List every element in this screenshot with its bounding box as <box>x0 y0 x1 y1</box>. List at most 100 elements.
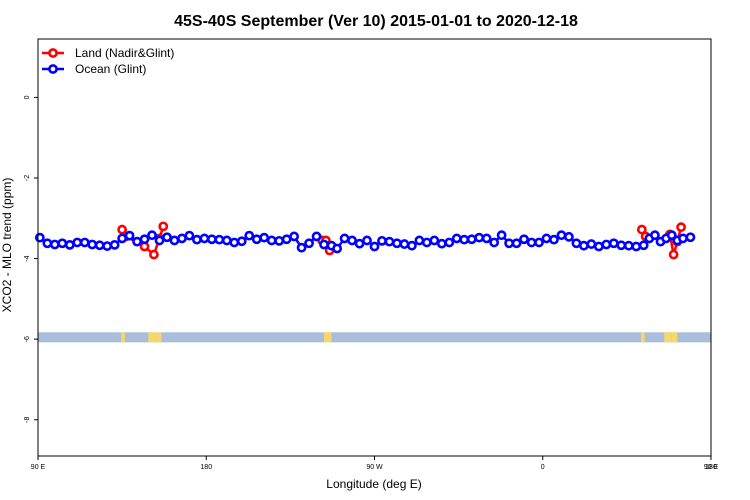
land-point-0-3 <box>149 249 159 260</box>
y-tick-label-2: -4 <box>24 255 31 261</box>
y-tick-label-0: 0 <box>24 95 31 99</box>
ocean-point-17 <box>162 232 172 243</box>
legend-label-0: Land (Nadir&Glint) <box>75 46 174 60</box>
ocean-point-58 <box>466 234 477 245</box>
land-point-2-0 <box>636 224 647 235</box>
x-tick-label-2: 90 W <box>366 464 383 471</box>
ocean-point-36 <box>304 238 314 249</box>
ocean-point-74 <box>586 239 597 249</box>
ocean-point-4 <box>64 239 75 250</box>
ocean-point-59 <box>474 232 485 243</box>
land-point-3-1 <box>668 249 679 260</box>
chart-title: 45S-40S September (Ver 10) 2015-01-01 to… <box>174 13 578 30</box>
ocean-point-47 <box>384 236 395 247</box>
ocean-point-40 <box>332 243 343 254</box>
ocean-point-16 <box>154 235 165 246</box>
land-span-2 <box>155 332 162 343</box>
y-tick-label-1: -2 <box>24 175 31 181</box>
ocean-point-34 <box>289 231 300 242</box>
land-span-3 <box>324 332 332 343</box>
ocean-point-2 <box>49 239 60 250</box>
ocean-point-51 <box>414 235 425 246</box>
ocean-point-27 <box>236 236 247 247</box>
ocean-point-37 <box>311 231 322 242</box>
ocean-point-64 <box>511 238 522 249</box>
ocean-point-65 <box>519 234 529 245</box>
y-tick-label-3: -6 <box>24 336 31 342</box>
ocean-point-11 <box>117 233 128 244</box>
ocean-point-78 <box>616 240 627 251</box>
ocean-point-33 <box>281 234 292 245</box>
ocean-point-49 <box>399 239 410 249</box>
ocean-point-12 <box>124 230 135 241</box>
ocean-point-53 <box>429 235 440 246</box>
ocean-point-79 <box>623 240 634 251</box>
ocean-point-15 <box>147 230 157 241</box>
ocean-point-63 <box>504 238 514 249</box>
ocean-point-6 <box>79 237 90 248</box>
ocean-point-72 <box>571 238 582 249</box>
ocean-point-69 <box>549 234 559 245</box>
ocean-point-56 <box>451 233 462 244</box>
ocean-point-35 <box>296 242 307 253</box>
y-axis-label: XCO2 - MLO trend (ppm) <box>0 178 14 313</box>
ocean-point-66 <box>526 237 537 248</box>
land-line-3 <box>668 226 683 255</box>
ocean-point-3 <box>57 238 68 249</box>
ocean-point-86 <box>666 230 677 241</box>
land-point-0-0 <box>117 224 128 235</box>
ocean-point-50 <box>406 240 417 251</box>
land-span-0 <box>121 332 125 343</box>
ocean-point-9 <box>102 241 113 251</box>
ocean-point-71 <box>564 231 574 242</box>
plot-area <box>34 38 712 457</box>
ocean-point-26 <box>229 237 240 248</box>
x-tick-label-1: 180 <box>200 464 212 471</box>
land-span-5 <box>664 332 672 343</box>
ocean-point-70 <box>556 230 567 241</box>
ocean-point-60 <box>481 233 492 244</box>
series-points <box>34 221 696 260</box>
ocean-point-24 <box>214 234 225 245</box>
legend-marker-1 <box>48 64 58 74</box>
land-span-4 <box>640 332 645 343</box>
ocean-point-81 <box>638 240 649 251</box>
ocean-point-20 <box>184 230 195 241</box>
ocean-point-77 <box>608 238 619 249</box>
land-span-6 <box>671 332 678 343</box>
ocean-point-41 <box>339 233 350 244</box>
land-point-3-3 <box>676 222 686 233</box>
ocean-point-5 <box>72 237 83 248</box>
ocean-point-38 <box>319 239 329 250</box>
ocean-point-31 <box>266 235 277 246</box>
ocean-point-0 <box>34 232 45 243</box>
ocean-point-1 <box>42 238 53 249</box>
ocean-point-83 <box>650 230 660 241</box>
ocean-point-23 <box>206 234 217 245</box>
ocean-point-13 <box>132 236 142 247</box>
ocean-point-52 <box>421 237 432 248</box>
ocean-point-28 <box>244 230 255 241</box>
ocean-point-88 <box>678 233 688 244</box>
legend-label-1: Ocean (Glint) <box>75 62 146 76</box>
legend: Land (Nadir&Glint) Ocean (Glint) <box>42 46 174 76</box>
y-tick-label-4: -8 <box>24 417 31 423</box>
ocean-point-43 <box>354 238 365 249</box>
ocean-point-73 <box>578 240 589 251</box>
ocean-point-30 <box>259 232 270 243</box>
ocean-point-54 <box>436 238 447 249</box>
land-span-1 <box>148 332 156 343</box>
ocean-point-8 <box>94 240 105 251</box>
ocean-point-45 <box>369 241 380 252</box>
x-tick-label-3: 0 <box>541 464 545 471</box>
ocean-point-22 <box>199 233 210 244</box>
ocean-point-14 <box>139 234 150 245</box>
ocean-point-29 <box>251 234 262 245</box>
ocean-point-89 <box>685 232 696 243</box>
ocean-point-67 <box>534 237 544 248</box>
ocean-point-76 <box>601 239 612 250</box>
ocean-point-62 <box>496 230 507 241</box>
y-axis: 0 -2 -4 -6 -8 <box>24 95 38 423</box>
